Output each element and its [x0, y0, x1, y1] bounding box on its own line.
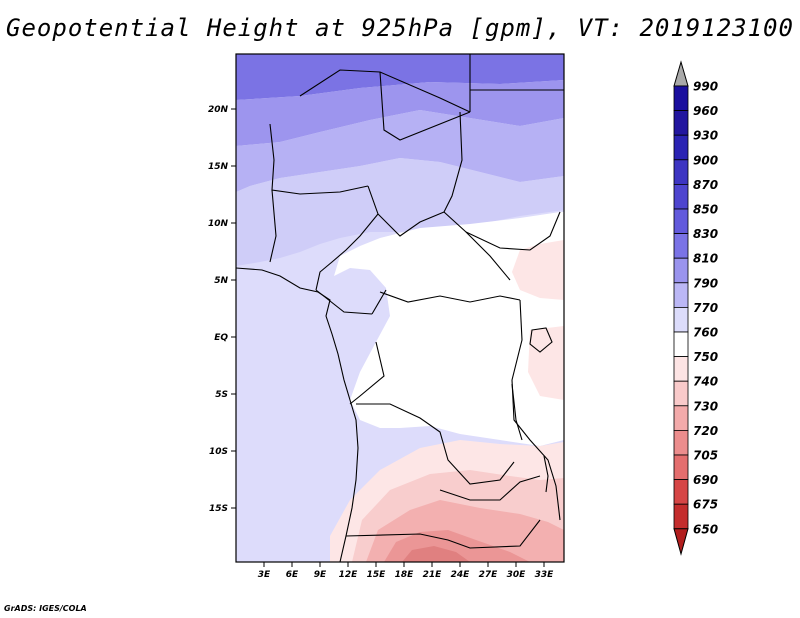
- colorbar-bin: [673, 257, 689, 284]
- coastline-west-africa: [236, 267, 359, 562]
- colorbar-label: 770: [693, 301, 718, 315]
- grads-credit: GrADS: IGES/COLA: [4, 604, 87, 613]
- lon-label-18e: 18E: [395, 570, 415, 580]
- colorbar-bin: [673, 479, 689, 505]
- colorbar-labels: 990 960 930 900 870 850 830 810 790 770 …: [693, 80, 718, 537]
- colorbar-label: 790: [693, 276, 718, 290]
- field-830-band: [236, 80, 564, 146]
- border-chad-sudan: [443, 111, 463, 213]
- border-mali-niger: [269, 123, 369, 195]
- colorbar-bin: [673, 159, 689, 185]
- border-chad-car: [377, 211, 511, 281]
- border-niger-libya: [379, 71, 471, 141]
- colorbar-bin: [673, 85, 689, 112]
- colorbar-bin: [673, 429, 689, 456]
- colorbar-bin: [673, 503, 689, 530]
- lat-axis: [231, 108, 236, 509]
- field-790-band: [236, 158, 564, 266]
- border-congo-drc: [349, 289, 387, 405]
- colorbar-bin: [673, 110, 689, 136]
- colorbar-under-arrow: [673, 528, 689, 556]
- colorbar-label: 930: [693, 129, 718, 143]
- field-760-region: [334, 212, 564, 446]
- colorbar-bins: [673, 85, 689, 530]
- colorbar-label: 850: [693, 203, 718, 217]
- lon-label-15e: 15E: [367, 570, 387, 580]
- lon-label-33e: 33E: [535, 570, 555, 580]
- lon-label-9e: 9E: [314, 570, 327, 580]
- border-nigeria-niger: [269, 189, 277, 263]
- lat-labels: 20N 15N 10N 5N EQ 5S 10S 15S: [208, 105, 229, 514]
- map-frame: [235, 53, 565, 563]
- field-850-band: [236, 54, 564, 100]
- colorbar-over-arrow: [673, 60, 689, 87]
- lake-victoria: [529, 327, 553, 353]
- colorbar-label: 870: [693, 178, 718, 192]
- lake-malawi: [543, 455, 549, 493]
- colorbar-label: 675: [693, 498, 718, 512]
- field-810-band: [236, 110, 564, 192]
- lon-axis: [263, 562, 545, 567]
- border-angola-namibia: [345, 519, 541, 549]
- colorbar-bin: [673, 134, 689, 161]
- colorbar-label: 990: [693, 80, 718, 94]
- lon-label-12e: 12E: [339, 570, 359, 580]
- lake-tanganyika: [511, 383, 523, 441]
- borders: [236, 54, 564, 562]
- colorbar-label: 830: [693, 227, 718, 241]
- lat-label-10n: 10N: [208, 219, 229, 229]
- lat-label-15s: 15S: [209, 504, 228, 514]
- lat-label-15n: 15N: [208, 162, 229, 172]
- colorbar-label: 720: [693, 424, 718, 438]
- colorbar: 990 960 930 900 870 850 830 810 790 770 …: [673, 60, 718, 556]
- colorbar-bin: [673, 454, 689, 481]
- colorbar-bin: [673, 405, 689, 431]
- lon-labels: 3E 6E 9E 12E 15E 18E 21E 24E 27E 30E 33E: [258, 570, 554, 580]
- lon-label-3e: 3E: [258, 570, 271, 580]
- colorbar-bin: [673, 356, 689, 382]
- colorbar-bin: [673, 183, 689, 210]
- border-car-drc: [379, 291, 521, 303]
- colorbar-label: 810: [693, 252, 718, 266]
- lon-label-21e: 21E: [423, 570, 443, 580]
- colorbar-label: 730: [693, 399, 718, 413]
- lon-label-30e: 30E: [507, 570, 527, 580]
- colorbar-label: 750: [693, 350, 718, 364]
- border-south-sudan: [465, 211, 561, 251]
- field-705-core: [402, 546, 470, 562]
- colorbar-bin: [673, 282, 689, 308]
- lon-label-24e: 24E: [451, 570, 471, 580]
- colorbar-label: 705: [693, 449, 718, 463]
- colorbar-label: 690: [693, 473, 718, 487]
- colorbar-bin: [673, 306, 689, 333]
- field-750-east: [512, 240, 564, 300]
- lat-label-5n: 5N: [214, 276, 228, 286]
- border-east-africa: [511, 299, 561, 521]
- border-zambia: [439, 475, 541, 501]
- lat-label-5s: 5S: [215, 390, 228, 400]
- colorbar-bin: [673, 331, 689, 358]
- map-title: Geopotential Height at 925hPa [gpm], VT:…: [6, 14, 794, 42]
- colorbar-label: 740: [693, 375, 718, 389]
- colorbar-label: 960: [693, 104, 718, 118]
- lat-label-20n: 20N: [208, 105, 229, 115]
- colorbar-bin: [673, 233, 689, 259]
- colorbar-label: 650: [693, 522, 718, 536]
- border-drc-angola: [356, 403, 515, 485]
- field-750-lakes: [528, 326, 564, 400]
- height-field: [236, 54, 564, 562]
- colorbar-bin: [673, 380, 689, 407]
- lat-label-10s: 10S: [209, 447, 228, 457]
- colorbar-label: 760: [693, 326, 718, 340]
- colorbar-bin: [673, 208, 689, 235]
- lon-label-27e: 27E: [479, 570, 499, 580]
- lat-label-eq: EQ: [214, 333, 228, 343]
- lon-label-6e: 6E: [286, 570, 299, 580]
- colorbar-label: 900: [693, 153, 718, 167]
- border-cameroon-gabon: [315, 289, 373, 315]
